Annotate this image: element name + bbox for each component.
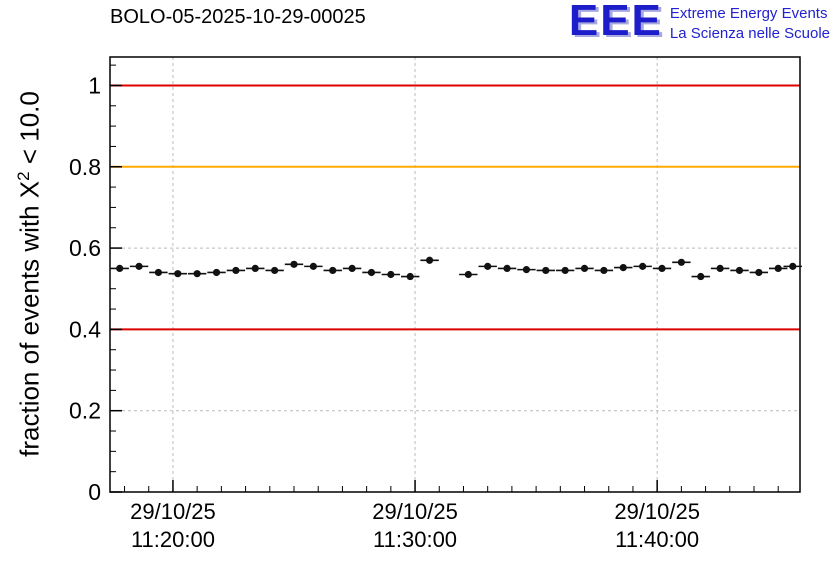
y-tick-label: 0.4 [69,316,101,342]
data-point [580,264,589,273]
data-point [135,262,143,270]
data-point [561,266,569,275]
data-point [522,266,531,274]
eee-logo-line1: Extreme Energy Events [669,5,828,22]
data-point [154,268,163,277]
data-point [503,264,511,273]
data-point [716,264,724,273]
y-tick-label: 0.8 [69,154,101,180]
plot-title: BOLO-05-2025-10-29-00025 [110,6,366,28]
data-point [658,264,666,273]
y-tick-label: 0.2 [69,398,101,424]
y-tick-label: 0.6 [69,235,101,261]
data-point [755,268,763,277]
data-point [677,258,685,266]
data-point [232,266,240,275]
data-point [619,263,627,272]
eee-logo-subtitle: Extreme Energy Events La Scienza nelle S… [670,2,830,43]
eee-logo-line2: La Scienza nelle Scuole [669,24,830,42]
data-point [387,270,395,279]
data-point [193,270,201,278]
eee-logo: EEE Extreme Energy Events La Scienza nel… [568,0,830,45]
x-tick-label-date: 29/10/25 [614,499,700,524]
data-point [309,262,317,270]
data-point [251,264,259,273]
y-tick-label: 0 [88,479,101,505]
data-point [464,270,472,279]
data-point [735,266,744,275]
data-point [425,256,434,264]
x-tick-label-time: 11:40:00 [615,527,699,552]
data-point [271,266,279,275]
data-point [774,264,782,273]
data-point [484,262,492,270]
data-point [348,264,356,273]
data-point [367,268,376,277]
x-tick-label-time: 11:20:00 [131,527,215,552]
plot-frame [109,56,801,493]
eee-logo-text: EEE [568,0,663,45]
data-point [406,272,414,281]
x-tick-label-date: 29/10/25 [130,499,216,524]
x-tick-label-time: 11:30:00 [373,527,457,552]
data-point [329,266,337,275]
x-tick-label-date: 29/10/25 [372,499,458,524]
data-point [212,268,221,277]
data-point [697,272,705,281]
data-point [174,270,182,278]
data-point [290,260,298,268]
data-point [789,262,797,270]
data-point [600,266,608,275]
data-point [542,266,550,275]
data-point [116,264,124,273]
data-point [639,262,647,270]
y-tick-label: 1 [88,72,101,98]
